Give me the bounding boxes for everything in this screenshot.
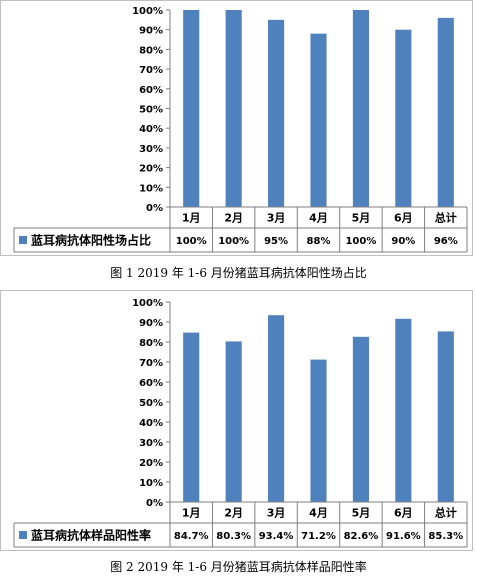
bar-7: [437, 17, 454, 207]
y-tick-label: 70%: [139, 65, 163, 76]
y-tick-label: 30%: [139, 144, 163, 155]
category-label: 4月: [309, 212, 328, 225]
bar-3: [268, 315, 285, 502]
y-tick-label: 10%: [139, 478, 163, 489]
y-tick-label: 90%: [139, 318, 163, 329]
category-label: 6月: [394, 212, 413, 225]
category-label: 5月: [352, 212, 371, 225]
y-tick-label: 90%: [139, 26, 163, 37]
y-tick-label: 100%: [132, 298, 163, 309]
table-value: 93.4%: [259, 531, 294, 542]
y-tick-label: 50%: [139, 105, 163, 116]
figure-2: 0% 10% 20% 30% 40% 50% 60% 70% 80% 90% 100% 1月 2月 3月 4…: [0, 290, 477, 577]
category-label: 1月: [182, 212, 201, 225]
bar-chart-2: 0% 10% 20% 30% 40% 50% 60% 70% 80% 90% 100% 1月 2月 3月 4…: [0, 290, 473, 551]
table-value: 85.3%: [428, 531, 463, 542]
y-tick-label: 60%: [139, 85, 163, 96]
y-tick-label: 40%: [139, 124, 163, 135]
category-label: 2月: [224, 507, 243, 520]
y-tick-label: 40%: [139, 418, 163, 429]
table-value: 88%: [307, 236, 331, 247]
chart-border: [0, 0, 473, 256]
legend-key: [19, 531, 27, 539]
bar-4: [310, 33, 327, 207]
table-value: 90%: [391, 236, 415, 247]
figure-2-caption: 图 2 2019 年 1-6 月份猪蓝耳病抗体样品阳性率: [110, 560, 367, 574]
figure-1: 0% 10% 20% 30% 40% 50% 60% 70% 80% 90% 100% 1月 2月 3月 4…: [0, 0, 473, 280]
category-label: 3月: [267, 507, 286, 520]
bar-6: [395, 318, 412, 502]
chart-border: [0, 290, 473, 551]
y-tick-label: 10%: [139, 183, 163, 194]
y-tick-label: 20%: [139, 458, 163, 469]
table-value: 100%: [218, 236, 249, 247]
table-value: 84.7%: [174, 531, 209, 542]
category-label: 总计: [435, 506, 457, 520]
y-tick-label: 100%: [132, 6, 163, 17]
y-tick-label: 50%: [139, 398, 163, 409]
y-tick-label: 70%: [139, 358, 163, 369]
bar-2: [225, 10, 242, 207]
legend-key: [19, 236, 27, 244]
y-tick-label: 80%: [139, 338, 163, 349]
figure-1-caption: 图 1 2019 年 1-6 月份猪蓝耳病抗体阳性场占比: [110, 266, 367, 280]
bar-7: [437, 331, 454, 502]
table-value: 91.6%: [386, 531, 421, 542]
category-label: 1月: [182, 507, 201, 520]
table-value: 82.6%: [344, 531, 379, 542]
table-value: 100%: [176, 236, 207, 247]
bar-6: [395, 29, 412, 208]
y-tick-label: 30%: [139, 438, 163, 449]
category-label: 2月: [224, 212, 243, 225]
legend-series-name: 蓝耳病抗体样品阳性率: [31, 528, 151, 543]
bar-5: [352, 336, 369, 502]
table-value: 71.2%: [301, 531, 336, 542]
bar-5: [352, 10, 369, 207]
category-label: 3月: [267, 212, 286, 225]
category-label: 5月: [352, 507, 371, 520]
bar-4: [310, 359, 327, 502]
table-value: 96%: [434, 236, 458, 247]
category-label: 4月: [309, 507, 328, 520]
bar-chart-1: 0% 10% 20% 30% 40% 50% 60% 70% 80% 90% 100% 1月 2月 3月 4…: [0, 0, 473, 256]
table-value: 95%: [264, 236, 288, 247]
y-tick-label: 80%: [139, 45, 163, 56]
bar-1: [183, 10, 200, 207]
bar-2: [225, 341, 242, 502]
bar-1: [183, 332, 200, 502]
bar-3: [268, 19, 285, 207]
y-tick-label: 0%: [146, 498, 163, 509]
table-value: 100%: [345, 236, 376, 247]
table-value: 80.3%: [216, 531, 251, 542]
y-tick-label: 60%: [139, 378, 163, 389]
y-tick-label: 0%: [146, 203, 163, 214]
y-tick-label: 20%: [139, 164, 163, 175]
category-label: 6月: [394, 507, 413, 520]
legend-series-name: 蓝耳病抗体阳性场占比: [31, 233, 151, 248]
category-label: 总计: [435, 211, 457, 225]
